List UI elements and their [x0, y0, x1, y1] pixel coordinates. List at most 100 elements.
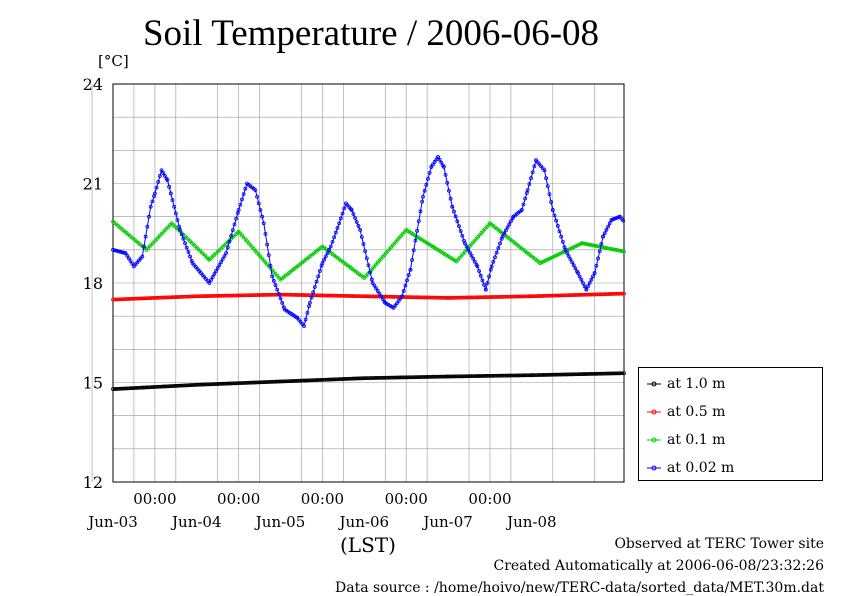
data-point: [165, 178, 170, 183]
data-point: [225, 245, 230, 250]
y-tick-label: 15: [83, 374, 103, 393]
data-point: [421, 194, 425, 199]
data-point: [214, 269, 218, 273]
data-point: [462, 241, 467, 246]
data-point: [597, 249, 602, 254]
data-point: [441, 165, 446, 169]
data-point: [333, 230, 338, 235]
data-point: [275, 287, 280, 292]
data-point: [416, 219, 421, 223]
data-point: [186, 250, 191, 254]
data-point: [278, 296, 283, 301]
data-point: [227, 239, 232, 244]
data-point: [312, 285, 317, 289]
data-point: [263, 232, 268, 236]
data-point: [420, 199, 425, 204]
data-point: [595, 244, 600, 249]
data-point: [320, 261, 325, 266]
legend-item: at 0.02 m: [647, 458, 734, 478]
data-point: [323, 254, 328, 259]
data-point: [215, 266, 220, 270]
data-point: [258, 208, 263, 212]
legend-swatch: [647, 465, 661, 471]
legend-item: at 0.1 m: [647, 430, 725, 450]
data-point: [593, 243, 598, 248]
y-unit-label: [°C]: [98, 52, 129, 70]
data-point: [349, 207, 353, 211]
data-point: [338, 216, 343, 221]
data-point: [332, 235, 337, 240]
data-point: [466, 247, 471, 252]
legend-label: at 1.0 m: [667, 376, 726, 392]
x-date-label: Jun-08: [505, 513, 557, 531]
data-point: [498, 241, 502, 246]
data-point: [268, 263, 273, 268]
data-point: [488, 267, 493, 272]
data-point: [590, 243, 595, 248]
data-point: [502, 231, 507, 236]
data-point: [154, 185, 159, 190]
data-point: [431, 162, 435, 167]
data-point: [480, 278, 485, 283]
data-point: [316, 274, 321, 279]
data-point: [374, 286, 378, 291]
data-point: [493, 255, 497, 260]
data-point: [620, 249, 625, 254]
data-point: [219, 260, 223, 265]
data-point: [175, 218, 180, 222]
data-point: [400, 294, 404, 299]
data-point: [377, 291, 382, 296]
data-point: [112, 248, 117, 253]
data-point: [432, 160, 437, 164]
data-point: [568, 257, 573, 262]
data-point: [460, 234, 465, 238]
x-tick-label: 00:00: [468, 490, 511, 508]
data-point: [241, 192, 246, 197]
data-point: [437, 157, 442, 162]
data-point: [453, 214, 458, 219]
data-point: [342, 206, 347, 211]
legend-item: at 0.5 m: [647, 402, 725, 422]
data-point: [617, 248, 621, 253]
data-point: [554, 218, 559, 223]
data-point: [234, 216, 239, 221]
data-point: [588, 242, 593, 247]
observed-note: Observed at TERC Tower site: [614, 536, 824, 552]
data-point: [359, 235, 364, 239]
x-date-label: Jun-03: [86, 513, 138, 531]
data-point: [256, 201, 261, 206]
x-tick-label: 00:00: [301, 490, 344, 508]
data-point: [505, 225, 510, 230]
data-point: [605, 246, 610, 251]
x-date-label: Jun-05: [254, 513, 306, 531]
data-point: [532, 164, 537, 169]
data-point: [550, 208, 555, 212]
data-point: [273, 283, 278, 288]
legend-swatch: [647, 381, 661, 387]
legend-label: at 0.02 m: [667, 460, 735, 476]
data-point: [559, 234, 564, 239]
data-point: [307, 300, 312, 305]
data-point: [477, 269, 481, 273]
data-point: [586, 242, 591, 247]
data-point: [507, 222, 512, 227]
data-point: [243, 186, 248, 191]
data-point: [601, 245, 606, 250]
data-point: [418, 209, 423, 214]
data-point: [576, 271, 580, 275]
data-point: [447, 188, 451, 193]
data-point: [415, 228, 419, 233]
data-point: [322, 257, 327, 262]
data-point: [503, 228, 508, 233]
data-point: [570, 260, 574, 265]
data-point: [586, 284, 590, 289]
data-point: [592, 271, 597, 275]
data-point: [599, 241, 604, 246]
data-point: [380, 297, 385, 301]
data-point: [370, 281, 375, 285]
data-point: [150, 199, 155, 204]
data-point: [552, 213, 557, 218]
data-point: [330, 239, 335, 244]
data-point: [170, 198, 175, 202]
